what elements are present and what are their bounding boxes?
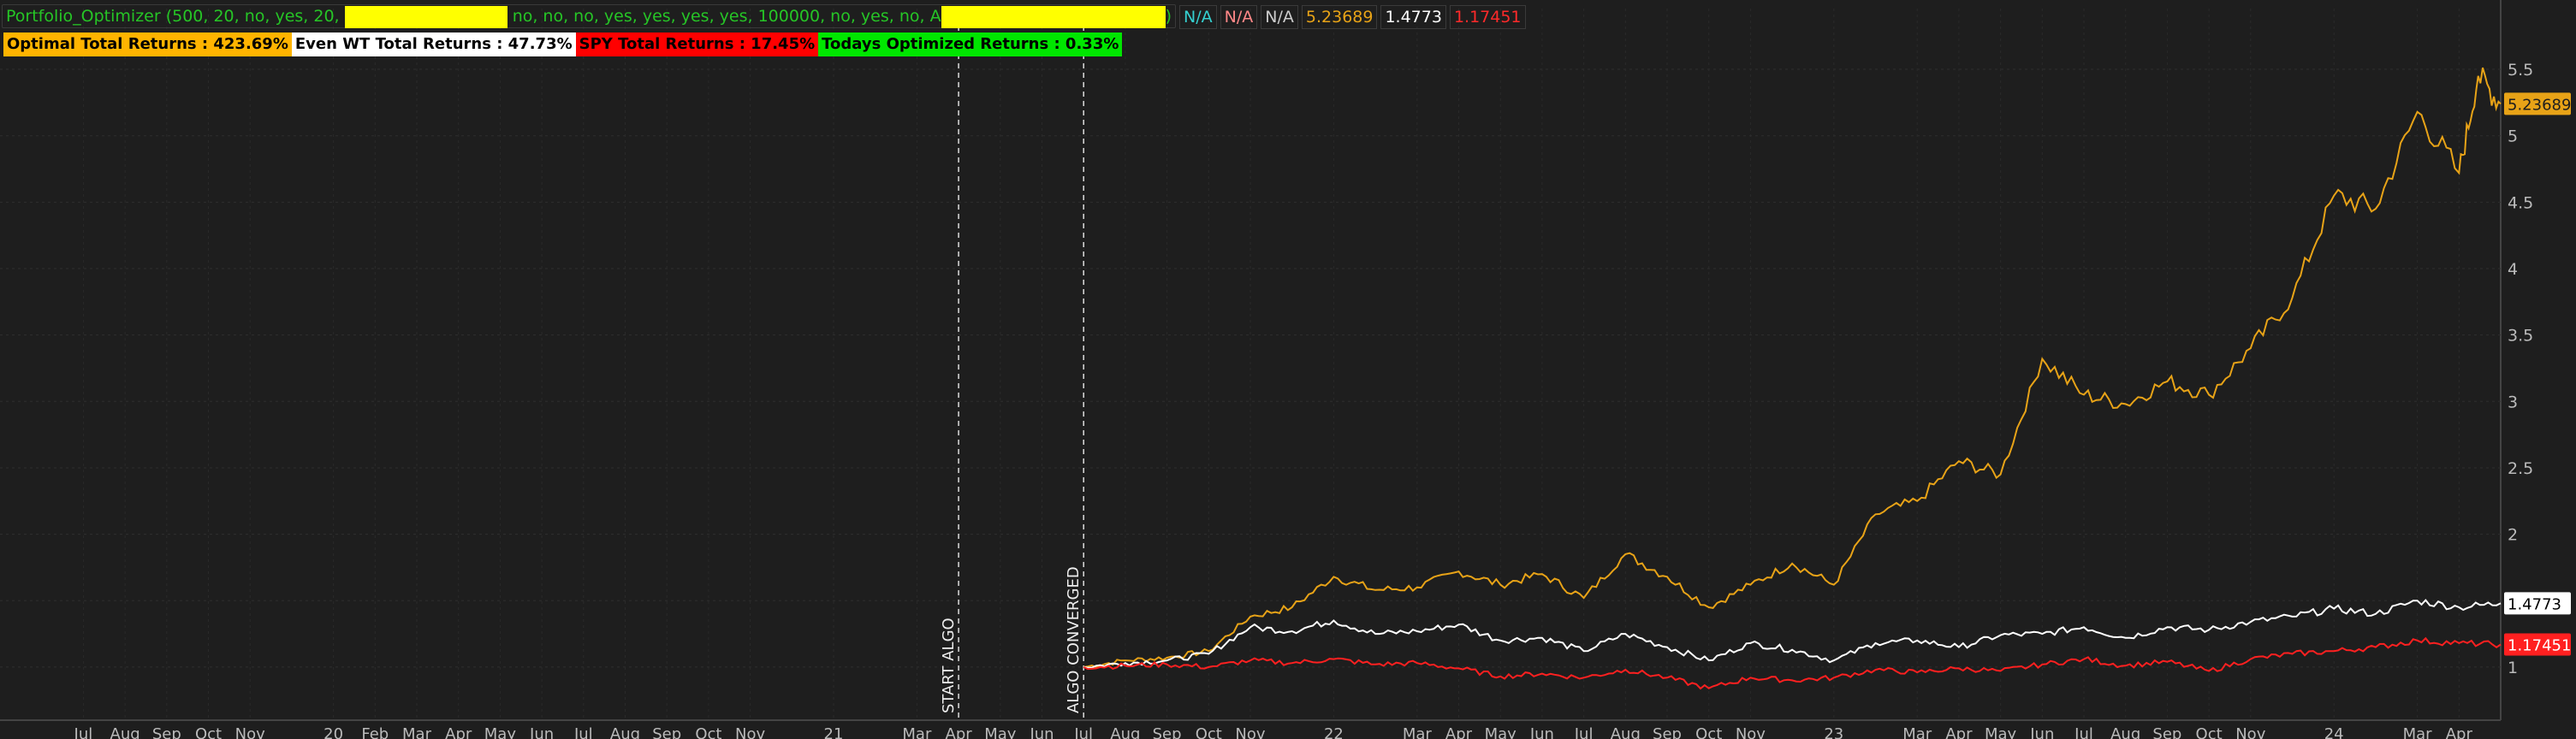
y-tick-label: 2 — [2508, 526, 2518, 545]
x-tick-label: Oct — [1196, 725, 1222, 739]
series-lines — [1083, 67, 2502, 690]
x-tick-label: May — [1985, 725, 2017, 739]
last-value-label: 1.17451 — [2508, 636, 2571, 654]
series-line — [1083, 636, 2502, 690]
y-tick-label: 3 — [2508, 393, 2518, 411]
last-value-label: 5.23689 — [2508, 96, 2571, 114]
last-value-box — [2504, 592, 2571, 615]
x-tick-label: Jul — [1574, 725, 1594, 739]
x-tick-label: Mar — [402, 725, 432, 739]
study-labels: Optimal Total Returns : 423.69% Even WT T… — [3, 33, 1123, 56]
x-tick-label: Jun — [2029, 725, 2054, 739]
returns-label: SPY Total Returns : 17.45% — [575, 33, 819, 56]
study-header: Portfolio_Optimizer (500, 20, no, yes, 2… — [2, 4, 1526, 29]
x-tick-label: Nov — [235, 725, 265, 739]
grid — [0, 9, 2501, 720]
x-tick-label: Jun — [1029, 725, 1054, 739]
returns-label: Even WT Total Returns : 47.73% — [291, 33, 576, 56]
x-axis: Jul Aug Sep Oct Nov 20 Feb Mar Apr May Jun Jul Aug Se… — [74, 725, 2473, 739]
study-params-suffix: ) — [1165, 7, 1172, 26]
x-tick-label: Jul — [2074, 725, 2093, 739]
study-value: N/A — [1220, 5, 1258, 29]
x-tick-label: Oct — [695, 725, 721, 739]
x-tick-label: Nov — [2235, 725, 2265, 739]
y-tick-label: 4 — [2508, 260, 2518, 279]
x-tick-label: Jul — [1073, 725, 1093, 739]
x-tick-label: Jul — [573, 725, 593, 739]
x-tick-label: Mar — [1403, 725, 1433, 739]
x-tick-label: Aug — [2110, 725, 2140, 739]
x-tick-label: Feb — [361, 725, 389, 739]
x-tick-label: Jun — [529, 725, 554, 739]
x-tick-label: Sep — [1153, 725, 1182, 739]
x-tick-label: Apr — [2446, 725, 2473, 739]
study-value: 5.23689 — [1301, 5, 1378, 29]
x-tick-label: Mar — [2403, 725, 2433, 739]
last-value-labels: 5.23689 1.4773 1.17451 — [2504, 92, 2571, 656]
x-tick-label: Sep — [652, 725, 681, 739]
series-line — [1083, 599, 2502, 669]
x-tick-label: Apr — [946, 725, 973, 739]
x-tick-label: Oct — [1695, 725, 1722, 739]
x-tick-label: 23 — [1824, 725, 1843, 739]
x-tick-label: Apr — [445, 725, 472, 739]
redaction-bar — [941, 5, 1166, 28]
x-tick-label: Nov — [735, 725, 765, 739]
last-value-box — [2504, 633, 2571, 656]
x-tick-label: Sep — [152, 725, 181, 739]
study-value: 1.17451 — [1449, 5, 1526, 29]
y-tick-label: 5 — [2508, 127, 2518, 146]
study-title[interactable]: Portfolio_Optimizer (500, 20, no, yes, 2… — [2, 4, 1177, 28]
x-tick-label: May — [484, 725, 517, 739]
x-tick-label: May — [984, 725, 1017, 739]
x-tick-label: Apr — [1945, 725, 1973, 739]
study-value: 1.4773 — [1380, 5, 1446, 29]
y-tick-label: 2.5 — [2508, 459, 2533, 478]
x-tick-label: Aug — [1110, 725, 1140, 739]
study-params-prefix: Portfolio_Optimizer (500, 20, no, yes, 2… — [6, 7, 340, 26]
annotations: START ALGO ALGO CONVERGED — [940, 26, 1084, 720]
y-tick-label: 4.5 — [2508, 193, 2533, 212]
x-tick-label: 22 — [1324, 725, 1344, 739]
x-tick-label: Mar — [902, 725, 932, 739]
x-tick-label: 20 — [323, 725, 343, 739]
y-tick-label: 1 — [2508, 659, 2518, 677]
x-tick-label: 21 — [824, 725, 844, 739]
y-tick-label: 5.5 — [2508, 61, 2533, 80]
x-tick-label: Oct — [2196, 725, 2223, 739]
x-tick-label: May — [1485, 725, 1517, 739]
x-tick-label: Jun — [1529, 725, 1554, 739]
returns-label: Todays Optimized Returns : 0.33% — [818, 33, 1123, 56]
x-tick-label: 24 — [2324, 725, 2344, 739]
x-tick-label: Sep — [2152, 725, 2181, 739]
redaction-bar — [344, 5, 507, 28]
series-line — [1083, 67, 2502, 668]
annotation-label: START ALGO — [940, 618, 958, 713]
x-tick-label: Aug — [610, 725, 640, 739]
study-params-middle: no, no, no, yes, yes, yes, yes, 100000, … — [512, 7, 941, 26]
x-tick-label: Jul — [74, 725, 93, 739]
x-tick-label: Aug — [110, 725, 140, 739]
x-tick-label: Mar — [1902, 725, 1932, 739]
last-value-label: 1.4773 — [2508, 595, 2561, 613]
study-values: N/A N/A N/A 5.23689 1.4773 1.17451 — [1176, 5, 1526, 29]
y-tick-label: 3.5 — [2508, 327, 2533, 346]
x-tick-label: Oct — [195, 725, 222, 739]
x-tick-label: Aug — [1611, 725, 1641, 739]
returns-label: Optimal Total Returns : 423.69% — [3, 33, 292, 56]
annotation-label: ALGO CONVERGED — [1065, 566, 1083, 713]
study-value: N/A — [1179, 5, 1217, 29]
x-tick-label: Apr — [1445, 725, 1473, 739]
x-tick-label: Sep — [1653, 725, 1682, 739]
study-value: N/A — [1261, 5, 1298, 29]
x-tick-label: Nov — [1736, 725, 1766, 739]
last-value-box — [2504, 92, 2571, 115]
x-tick-label: Nov — [1235, 725, 1265, 739]
